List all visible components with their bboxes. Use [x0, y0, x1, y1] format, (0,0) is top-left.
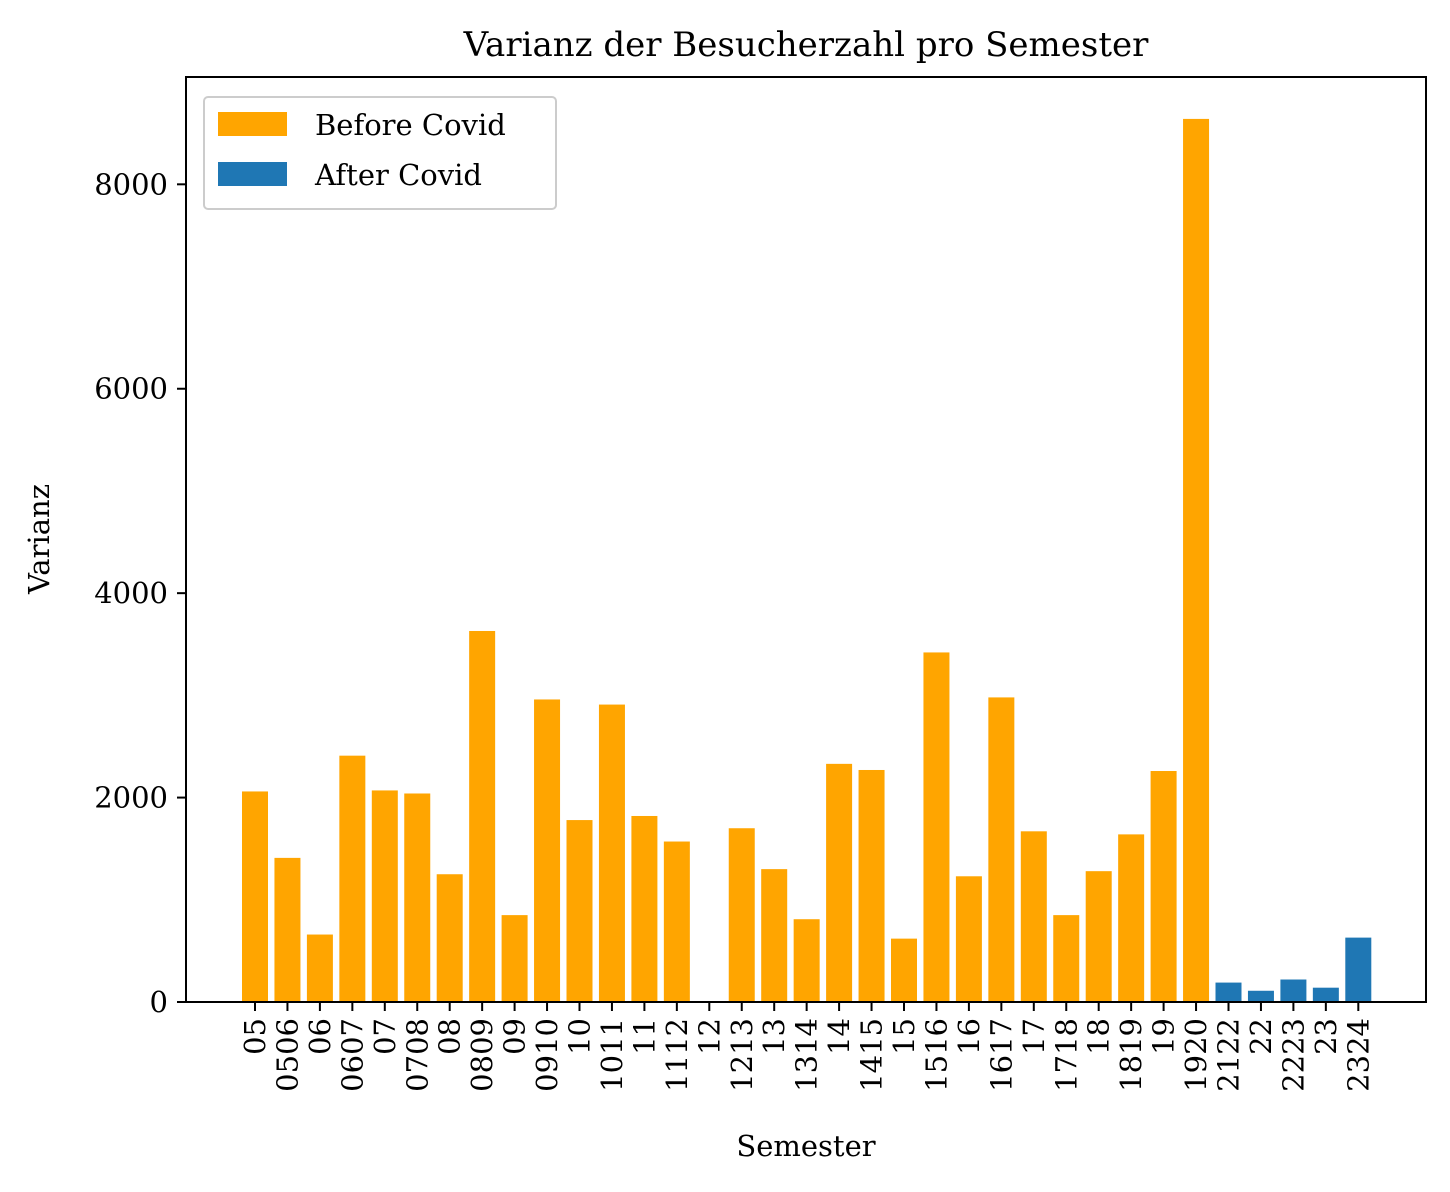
y-tick-label: 6000: [94, 372, 168, 406]
legend-label-before-covid: Before Covid: [315, 108, 506, 142]
bar-before-covid-16: [955, 876, 982, 1002]
y-tick-label: 8000: [94, 167, 168, 201]
x-axis: 0505060606070707080808090909101010111111…: [238, 1002, 1375, 1092]
bar-before-covid-19: [1150, 771, 1177, 1002]
x-tick-label: 2223: [1276, 1018, 1310, 1092]
x-tick-label: 1112: [660, 1018, 694, 1092]
x-tick-label: 1920: [1179, 1018, 1213, 1092]
x-tick-label: 19: [1147, 1018, 1181, 1055]
bar-before-covid-10: [566, 820, 593, 1002]
bar-before-covid-06: [306, 934, 333, 1002]
x-tick-label: 0708: [400, 1018, 434, 1092]
legend-swatch-before-covid: [218, 112, 287, 136]
x-tick-label: 1213: [725, 1018, 759, 1092]
chart-title: Varianz der Besucherzahl pro Semester: [463, 25, 1149, 65]
x-tick-label: 22: [1244, 1018, 1278, 1055]
x-axis-label: Semester: [736, 1129, 875, 1163]
bar-before-covid-13: [761, 869, 788, 1002]
x-tick-label: 05: [238, 1018, 272, 1055]
bar-before-covid-08: [436, 874, 463, 1002]
x-tick-label: 0506: [270, 1018, 304, 1092]
bar-after-covid-2223: [1280, 979, 1307, 1002]
bar-before-covid-0708: [404, 793, 431, 1002]
bar-before-covid-1213: [728, 828, 755, 1002]
y-axis-label: Varianz: [22, 484, 56, 595]
bar-before-covid-1011: [598, 704, 625, 1002]
bar-before-covid-1516: [923, 652, 950, 1002]
x-tick-label: 1011: [595, 1018, 629, 1092]
bar-before-covid-0910: [534, 699, 561, 1002]
x-tick-label: 18: [1082, 1018, 1116, 1055]
bar-before-covid-05: [242, 791, 268, 1002]
bar-before-covid-1819: [1118, 834, 1145, 1002]
bar-before-covid-1314: [793, 919, 820, 1002]
x-tick-label: 0809: [465, 1018, 499, 1092]
x-tick-label: 0607: [335, 1018, 369, 1092]
x-tick-label: 10: [563, 1018, 597, 1055]
x-tick-label: 06: [303, 1018, 337, 1055]
y-axis: 0 2000 4000 6000 8000: [94, 167, 186, 1019]
x-tick-label: 1617: [984, 1018, 1018, 1092]
x-tick-label: 1314: [790, 1018, 824, 1092]
bar-before-covid-0607: [339, 755, 366, 1002]
bar-after-covid-22: [1247, 990, 1274, 1002]
y-tick-label: 2000: [94, 781, 168, 815]
x-tick-label: 15: [887, 1018, 921, 1055]
bar-before-covid-1718: [1053, 915, 1080, 1002]
bar-before-covid-18: [1085, 871, 1112, 1002]
x-tick-label: 1516: [919, 1018, 953, 1092]
bar-before-covid-1920: [1183, 118, 1210, 1002]
x-tick-label: 14: [822, 1018, 856, 1055]
x-tick-label: 23: [1309, 1018, 1343, 1055]
bar-before-covid-0506: [274, 857, 301, 1002]
bar-before-covid-07: [371, 790, 398, 1002]
bar-before-covid-1112: [663, 841, 690, 1002]
x-tick-label: 11: [627, 1018, 661, 1055]
x-tick-label: 0910: [530, 1018, 564, 1092]
x-tick-label: 08: [433, 1018, 467, 1055]
y-tick-label: 4000: [94, 576, 168, 610]
x-tick-label: 2324: [1341, 1018, 1375, 1092]
bar-before-covid-09: [501, 915, 528, 1002]
bar-before-covid-1415: [858, 769, 885, 1002]
x-tick-label: 2122: [1212, 1018, 1246, 1092]
bar-after-covid-2324: [1345, 937, 1372, 1002]
x-tick-label: 1415: [855, 1018, 889, 1092]
bar-before-covid-17: [1020, 831, 1047, 1002]
legend: Before Covid After Covid: [203, 96, 557, 210]
x-tick-label: 16: [952, 1018, 986, 1055]
legend-box: [203, 96, 557, 210]
legend-label-after-covid: After Covid: [314, 158, 482, 192]
legend-swatch-after-covid: [218, 162, 287, 186]
x-tick-label: 09: [498, 1018, 532, 1055]
bar-before-covid-15: [891, 938, 917, 1002]
bar-after-covid-23: [1312, 987, 1339, 1002]
x-tick-label: 1819: [1114, 1018, 1148, 1092]
bars-group: [242, 118, 1372, 1002]
bar-before-covid-0809: [469, 630, 496, 1002]
x-tick-label: 17: [1017, 1018, 1051, 1055]
bar-after-covid-2122: [1215, 982, 1242, 1002]
x-tick-label: 07: [368, 1018, 402, 1055]
y-tick-label: 0: [150, 985, 168, 1019]
bar-before-covid-14: [826, 763, 853, 1002]
bar-before-covid-11: [631, 815, 658, 1002]
x-tick-label: 12: [692, 1018, 726, 1055]
x-tick-label: 1718: [1049, 1018, 1083, 1092]
bar-before-covid-1617: [988, 697, 1015, 1002]
x-tick-label: 13: [757, 1018, 791, 1055]
